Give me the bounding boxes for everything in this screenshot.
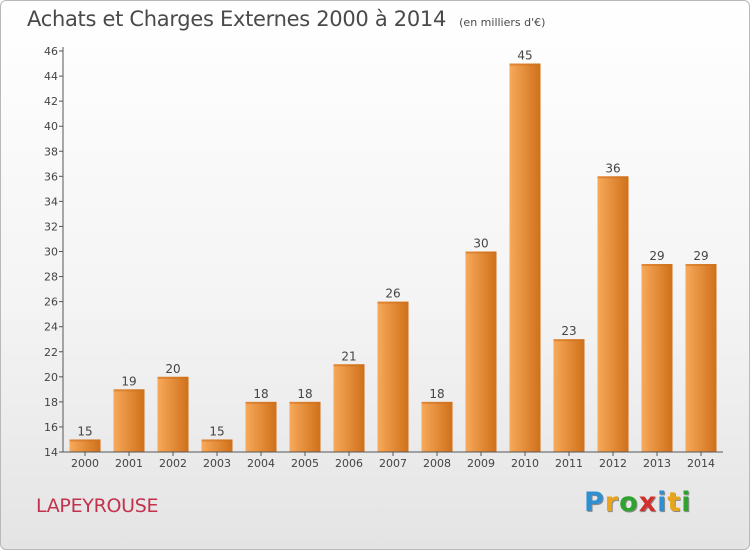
data-label: 19 bbox=[121, 374, 136, 388]
x-tick-label: 2010 bbox=[511, 457, 539, 470]
bar bbox=[641, 264, 673, 452]
y-tick-label: 28 bbox=[44, 271, 58, 284]
data-label: 26 bbox=[385, 287, 400, 301]
y-tick-label: 42 bbox=[44, 95, 58, 108]
data-label: 30 bbox=[473, 237, 488, 251]
logo-letter: i bbox=[657, 487, 668, 518]
data-label: 21 bbox=[341, 349, 356, 363]
x-tick-label: 2009 bbox=[467, 457, 495, 470]
data-label: 36 bbox=[605, 161, 620, 175]
logo-letter: r bbox=[604, 487, 620, 518]
data-label: 18 bbox=[429, 387, 444, 401]
y-tick-label: 36 bbox=[44, 170, 58, 183]
bar bbox=[685, 264, 717, 452]
y-tick-label: 30 bbox=[44, 246, 58, 259]
bar-top-edge bbox=[377, 301, 409, 304]
logo-letter: i bbox=[681, 487, 692, 518]
x-tick-label: 2007 bbox=[379, 457, 407, 470]
bar bbox=[157, 376, 189, 452]
data-label: 23 bbox=[561, 324, 576, 338]
bar-top-edge bbox=[685, 264, 717, 267]
y-tick-label: 34 bbox=[44, 195, 58, 208]
bar bbox=[113, 389, 145, 452]
bar bbox=[509, 63, 541, 452]
x-tick-label: 2002 bbox=[159, 457, 187, 470]
y-tick-label: 38 bbox=[44, 145, 58, 158]
x-tick-label: 2003 bbox=[203, 457, 231, 470]
logo-letter: x bbox=[638, 487, 658, 518]
x-tick-label: 2012 bbox=[599, 457, 627, 470]
bar-top-edge bbox=[509, 63, 541, 66]
bar bbox=[245, 401, 277, 452]
bar-top-edge bbox=[245, 401, 277, 404]
x-tick-label: 2008 bbox=[423, 457, 451, 470]
data-label: 15 bbox=[77, 424, 92, 438]
x-tick-label: 2004 bbox=[247, 457, 275, 470]
title-row: Achats et Charges Externes 2000 à 2014 (… bbox=[27, 7, 545, 31]
y-tick-label: 18 bbox=[44, 396, 58, 409]
data-label: 29 bbox=[649, 249, 664, 263]
logo-letter: t bbox=[667, 487, 682, 518]
x-tick-label: 2006 bbox=[335, 457, 363, 470]
chart-title: Achats et Charges Externes 2000 à 2014 bbox=[27, 7, 447, 31]
commune-name: LAPEYROUSE bbox=[36, 495, 159, 517]
y-tick-label: 46 bbox=[44, 45, 58, 58]
data-label: 15 bbox=[209, 424, 224, 438]
bar-top-edge bbox=[157, 376, 189, 379]
bar-top-edge bbox=[465, 251, 497, 254]
x-tick-label: 2011 bbox=[555, 457, 583, 470]
logo-letter: P bbox=[584, 487, 605, 518]
bar bbox=[421, 401, 453, 452]
proxiti-logo[interactable]: Proxiti bbox=[584, 487, 692, 518]
x-tick-label: 2000 bbox=[71, 457, 99, 470]
x-tick-label: 2001 bbox=[115, 457, 143, 470]
y-tick-label: 40 bbox=[44, 120, 58, 133]
bar bbox=[201, 439, 233, 452]
bar bbox=[597, 176, 629, 452]
y-tick-label: 24 bbox=[44, 321, 58, 334]
logo-letter: o bbox=[619, 487, 639, 518]
y-tick-label: 26 bbox=[44, 296, 58, 309]
bar-top-edge bbox=[641, 264, 673, 267]
bar bbox=[465, 251, 497, 452]
data-label: 18 bbox=[297, 387, 312, 401]
data-label: 20 bbox=[165, 362, 180, 376]
x-tick-label: 2013 bbox=[643, 457, 671, 470]
x-tick-label: 2014 bbox=[687, 457, 715, 470]
bar bbox=[69, 439, 101, 452]
bar-top-edge bbox=[597, 176, 629, 179]
bar bbox=[333, 364, 365, 452]
bar bbox=[377, 301, 409, 452]
bar-top-edge bbox=[69, 439, 101, 442]
data-label: 45 bbox=[517, 49, 532, 63]
chart-subtitle: (en milliers d'€) bbox=[459, 16, 546, 29]
y-tick-label: 14 bbox=[44, 446, 58, 459]
x-tick-label: 2005 bbox=[291, 457, 319, 470]
y-tick-label: 20 bbox=[44, 371, 58, 384]
y-tick-label: 22 bbox=[44, 346, 58, 359]
bar-top-edge bbox=[113, 389, 145, 392]
bar-top-edge bbox=[289, 401, 321, 404]
y-tick-label: 44 bbox=[44, 70, 58, 83]
bar-top-edge bbox=[553, 339, 585, 342]
y-tick-label: 16 bbox=[44, 421, 58, 434]
bar bbox=[289, 401, 321, 452]
data-label: 18 bbox=[253, 387, 268, 401]
y-tick-label: 32 bbox=[44, 220, 58, 233]
bar-top-edge bbox=[333, 364, 365, 367]
bar-top-edge bbox=[421, 401, 453, 404]
bar-top-edge bbox=[201, 439, 233, 442]
bar bbox=[553, 339, 585, 452]
data-label: 29 bbox=[693, 249, 708, 263]
